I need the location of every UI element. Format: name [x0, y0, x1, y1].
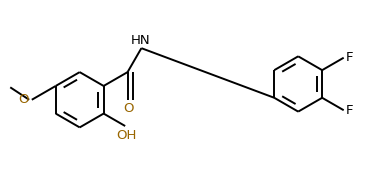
Text: F: F [345, 51, 353, 64]
Text: OH: OH [116, 129, 136, 142]
Text: HN: HN [131, 34, 151, 47]
Text: O: O [18, 93, 29, 106]
Text: F: F [345, 104, 353, 117]
Text: O: O [124, 102, 134, 115]
